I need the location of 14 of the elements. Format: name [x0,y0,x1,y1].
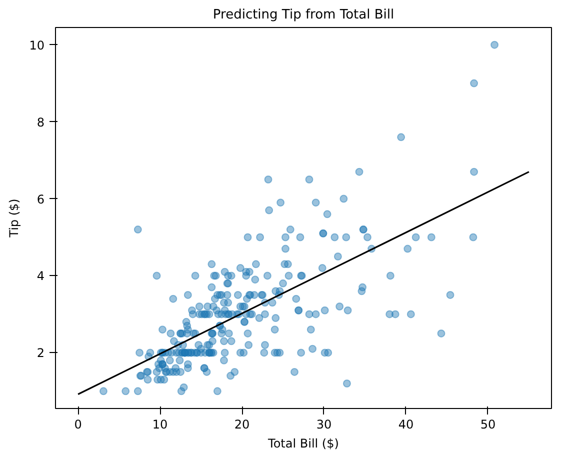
chart-title: Predicting Tip from Total Bill [212,8,394,22]
x-tick-label: 10 [152,418,168,432]
x-tick-label: 40 [398,418,414,432]
x-axis-title: Total Bill ($) [267,436,339,450]
y-tick-label: 2 [36,346,45,360]
y-tick-label: 6 [36,192,45,206]
y-axis-title: Tip ($) [7,198,22,238]
x-tick-label: 30 [316,418,332,432]
y-tick-label: 4 [36,269,45,284]
x-tick-label: 50 [480,418,496,432]
y-tick-label: 10 [29,38,45,52]
x-tick-label: 0 [74,418,82,432]
x-tick-label: 20 [234,418,250,432]
y-tick-label: 8 [36,115,45,130]
